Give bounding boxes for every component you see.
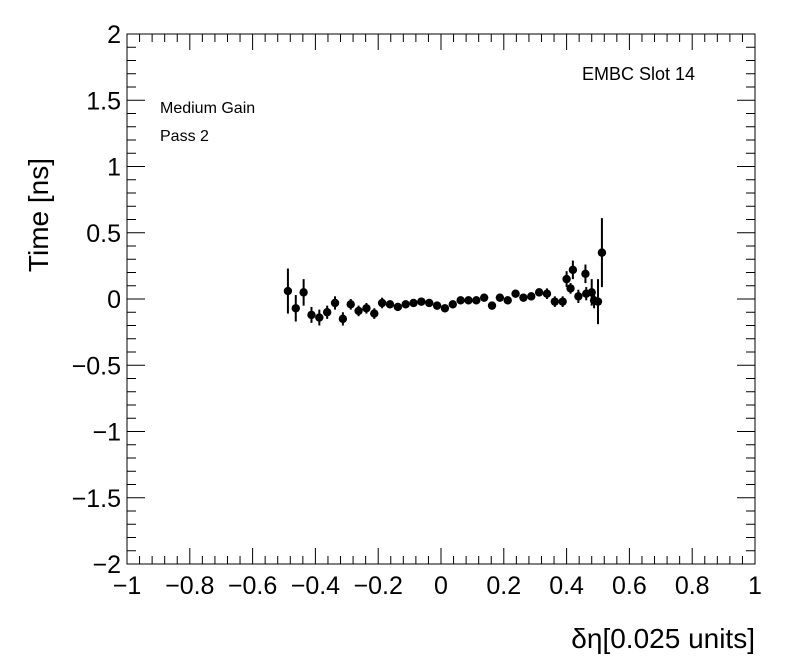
data-point <box>385 300 395 309</box>
x-tick-label: 0.8 <box>675 572 710 600</box>
data-point <box>566 284 575 293</box>
x-axis-title: δη[0.025 units] <box>571 623 755 654</box>
data-point <box>593 297 603 306</box>
data-point <box>558 297 567 306</box>
y-tick-label: −1 <box>92 419 121 447</box>
data-point <box>417 297 426 306</box>
x-tick-label: −0.4 <box>291 572 340 600</box>
data-point <box>542 289 552 298</box>
data-point <box>338 314 348 324</box>
data-point <box>472 296 481 305</box>
x-tick-label: 0.6 <box>612 572 647 600</box>
y-tick-label: 1 <box>107 154 121 182</box>
data-point <box>425 298 434 308</box>
data-point <box>479 293 489 302</box>
data-point <box>346 300 355 309</box>
data-point <box>495 293 505 302</box>
data-point <box>370 309 379 318</box>
axis-tick-labels: −1 −0.8 −0.6 −0.4 −0.2 0 0.2 0.4 0.6 0.8 1 −2 −1.5 −1… <box>72 21 762 600</box>
data-point <box>511 289 520 298</box>
data-point <box>562 274 571 284</box>
data-point <box>409 298 418 308</box>
data-point <box>487 301 497 310</box>
gain-label: Medium Gain <box>160 100 255 117</box>
data-point <box>448 300 457 309</box>
x-tick-label: 0 <box>434 572 448 600</box>
data-point <box>597 248 607 257</box>
x-tick-label: −0.2 <box>354 572 403 600</box>
data-point <box>587 288 596 297</box>
data-point <box>550 297 560 306</box>
data-point <box>362 304 371 313</box>
y-tick-label: −2 <box>92 551 121 579</box>
data-point <box>464 296 473 305</box>
data-points <box>283 218 607 326</box>
x-tick-label: 1 <box>748 572 762 600</box>
data-point <box>581 269 590 279</box>
data-point <box>307 310 316 320</box>
data-point <box>299 288 308 297</box>
y-tick-label: 0 <box>107 286 121 314</box>
data-point <box>291 304 300 313</box>
data-point <box>432 301 442 310</box>
data-point <box>401 300 410 309</box>
data-point <box>534 288 544 297</box>
y-tick-label: 0.5 <box>86 220 121 248</box>
x-tick-label: 0.2 <box>486 572 521 600</box>
y-tick-label: −1.5 <box>72 485 121 513</box>
data-point <box>440 304 450 313</box>
y-tick-label: −0.5 <box>72 352 121 380</box>
y-axis-title: Time [ns] <box>23 158 54 272</box>
x-tick-label: −1 <box>113 572 142 600</box>
data-point <box>456 296 465 305</box>
data-point <box>330 298 340 308</box>
slot-label: EMBC Slot 14 <box>582 64 695 84</box>
pass-label: Pass 2 <box>160 128 209 145</box>
x-tick-label: 0.4 <box>549 572 584 600</box>
data-point <box>568 265 578 275</box>
y-tick-label: 1.5 <box>86 87 121 115</box>
data-point <box>393 302 403 312</box>
data-point <box>315 313 324 322</box>
x-tick-label: −0.6 <box>228 572 277 600</box>
data-point <box>527 292 536 301</box>
data-point <box>503 296 512 305</box>
data-point <box>377 298 387 308</box>
x-tick-label: −0.8 <box>165 572 214 600</box>
data-point <box>574 292 583 301</box>
data-point <box>519 293 528 302</box>
axis-ticks <box>126 33 756 565</box>
y-tick-label: 2 <box>107 21 121 49</box>
data-point <box>283 286 293 296</box>
data-point <box>354 306 363 316</box>
data-point <box>322 308 332 317</box>
